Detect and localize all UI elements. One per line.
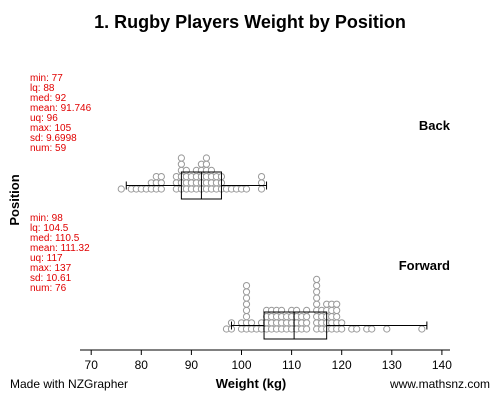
back-stat-line: med: 92 — [30, 93, 67, 104]
forward-dot — [242, 282, 251, 290]
forward-dot — [303, 325, 311, 333]
x-tick-label-140: 140 — [432, 358, 452, 372]
back-dot — [117, 185, 125, 193]
forward-iqr-box — [263, 311, 328, 340]
forward-dot — [313, 288, 321, 296]
forward-stat-line: min: 98 — [30, 213, 63, 224]
back-dot — [202, 160, 211, 168]
forward-stat-line: uq: 117 — [30, 253, 63, 264]
forward-dot — [247, 319, 256, 327]
forward-dot — [313, 275, 321, 283]
footer-website: www.mathsnz.com — [389, 377, 490, 391]
x-tick-label-100: 100 — [231, 358, 251, 372]
x-tick-label-120: 120 — [332, 358, 352, 372]
back-dot — [157, 179, 165, 187]
back-stat-line: num: 59 — [30, 143, 67, 154]
back-dot — [182, 166, 190, 174]
forward-stat-line: sd: 10.61 — [30, 273, 72, 284]
forward-stat-line: med: 110.5 — [30, 233, 80, 244]
forward-dot — [242, 313, 251, 321]
back-dot — [177, 154, 185, 162]
forward-dot — [353, 325, 361, 333]
back-group-label: Back — [419, 118, 451, 133]
back-stat-line: min: 77 — [30, 73, 63, 84]
forward-dot — [338, 325, 346, 333]
forward-dot — [313, 300, 321, 308]
back-dot — [257, 173, 266, 181]
footer-credit: Made with NZGrapher — [10, 377, 128, 391]
back-dot — [157, 173, 165, 181]
forward-dot — [242, 288, 251, 296]
x-tick-label-90: 90 — [185, 358, 199, 372]
back-dot — [177, 160, 185, 168]
x-axis-ticks: 70 80 90 100 110 120 130 140 — [85, 350, 452, 372]
back-stat-line: sd: 9.6998 — [30, 133, 77, 144]
back-dot — [242, 185, 251, 193]
x-tick-label-80: 80 — [135, 358, 149, 372]
back-dot — [207, 166, 216, 174]
forward-dot — [303, 306, 311, 314]
forward-stat-line: max: 137 — [30, 263, 72, 274]
forward-dot — [303, 313, 311, 321]
back-stat-line: mean: 91.746 — [30, 103, 92, 114]
forward-stat-line: mean: 111.32 — [30, 243, 90, 254]
x-tick-label-130: 130 — [382, 358, 402, 372]
forward-dot — [338, 319, 346, 327]
y-axis-label: Position — [7, 174, 22, 225]
forward-dot — [383, 325, 391, 333]
forward-dot — [242, 300, 251, 308]
back-dot — [257, 179, 266, 187]
forward-stat-line: lq: 104.5 — [30, 223, 69, 234]
forward-dot — [333, 306, 341, 314]
forward-dot — [313, 294, 321, 302]
x-axis-label: Weight (kg) — [216, 376, 287, 391]
forward-dot — [333, 313, 341, 321]
back-stat-line: uq: 96 — [30, 113, 58, 124]
back-stat-line: max: 105 — [30, 123, 72, 134]
back-dot — [157, 185, 165, 193]
x-tick-label-110: 110 — [282, 358, 301, 372]
forward-dot — [242, 306, 251, 314]
back-dot — [202, 154, 211, 162]
forward-dot — [418, 325, 426, 333]
forward-dot — [368, 325, 376, 333]
back-dot — [257, 185, 266, 193]
forward-group-label: Forward — [399, 258, 450, 273]
forward-stat-line: num: 76 — [30, 283, 67, 294]
forward-dot — [303, 319, 311, 327]
x-tick-label-70: 70 — [85, 358, 99, 372]
forward-dot — [242, 294, 251, 302]
forward-dot — [313, 282, 321, 290]
back-stat-line: lq: 88 — [30, 83, 55, 94]
forward-dot — [333, 300, 341, 308]
chart-title: 1. Rugby Players Weight by Position — [94, 12, 406, 32]
forward-dot — [277, 306, 286, 314]
